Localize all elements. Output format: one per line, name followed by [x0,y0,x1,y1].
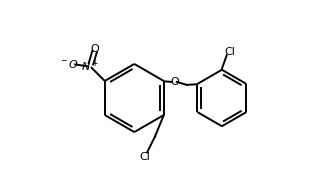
Text: Cl: Cl [139,152,150,162]
Text: O: O [170,77,179,87]
Text: $N^+$: $N^+$ [81,59,99,74]
Text: O: O [91,44,99,54]
Text: $^-O$: $^-O$ [59,58,79,70]
Text: Cl: Cl [224,47,235,57]
